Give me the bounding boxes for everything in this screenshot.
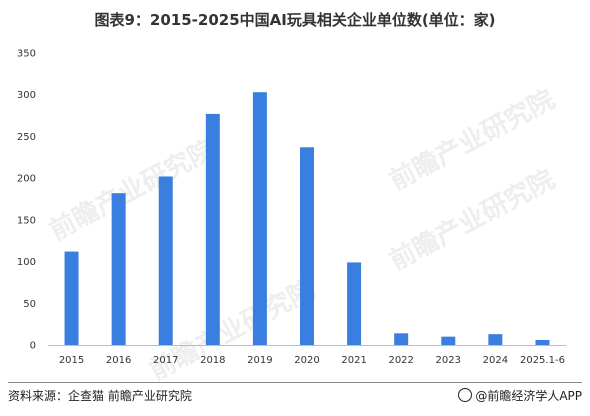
y-tick-label: 100 <box>17 257 36 268</box>
brand-logo-icon <box>458 388 473 402</box>
bar-2020 <box>300 147 314 345</box>
chart-title: 图表9：2015-2025中国AI玩具相关企业单位数(单位：家) <box>94 11 496 29</box>
brand-credit: @前瞻经济学人APP <box>458 387 582 404</box>
bars <box>64 92 550 345</box>
x-tick-label: 2020 <box>294 355 319 366</box>
x-tick-label: 2024 <box>483 355 508 366</box>
bar-2016 <box>111 193 126 345</box>
y-axis-ticks: 0 50 100 150 200 250 300 350 <box>17 49 36 352</box>
y-tick-label: 50 <box>23 299 36 310</box>
bar-2025.1-6 <box>535 339 550 345</box>
y-tick-label: 0 <box>30 341 36 352</box>
x-tick-label: 2015 <box>59 355 84 366</box>
bar-2023 <box>441 336 456 345</box>
x-tick-label: 2021 <box>341 355 366 366</box>
x-tick-label: 2022 <box>388 355 413 366</box>
bar-2017 <box>158 176 173 345</box>
bar-2022 <box>394 333 409 345</box>
x-tick-label: 2019 <box>247 355 272 366</box>
y-tick-label: 250 <box>17 132 36 143</box>
y-tick-label: 150 <box>17 215 36 226</box>
x-tick-label: 2018 <box>200 355 225 366</box>
x-tick-label: 2023 <box>436 355 461 366</box>
y-tick-label: 300 <box>17 90 36 101</box>
bar-2015 <box>64 251 79 345</box>
bar-2019 <box>252 92 267 345</box>
x-axis-ticks: 2015 2016 2017 2018 2019 2020 2021 2022 2023 2024… <box>59 355 565 366</box>
x-tick-label: 2017 <box>153 355 178 366</box>
x-tick-label: 2016 <box>106 355 131 366</box>
bar-2024 <box>488 334 503 345</box>
x-tick-label: 2025.1-6 <box>520 355 565 366</box>
y-tick-label: 200 <box>17 174 36 185</box>
source-note: 资料来源：企查猫 前瞻产业研究院 <box>8 389 192 403</box>
brand-label: @前瞻经济学人APP <box>475 389 582 403</box>
bar-2018 <box>205 113 220 345</box>
bar-2021 <box>347 262 362 345</box>
footer-divider <box>8 382 582 383</box>
y-tick-label: 350 <box>17 49 36 60</box>
